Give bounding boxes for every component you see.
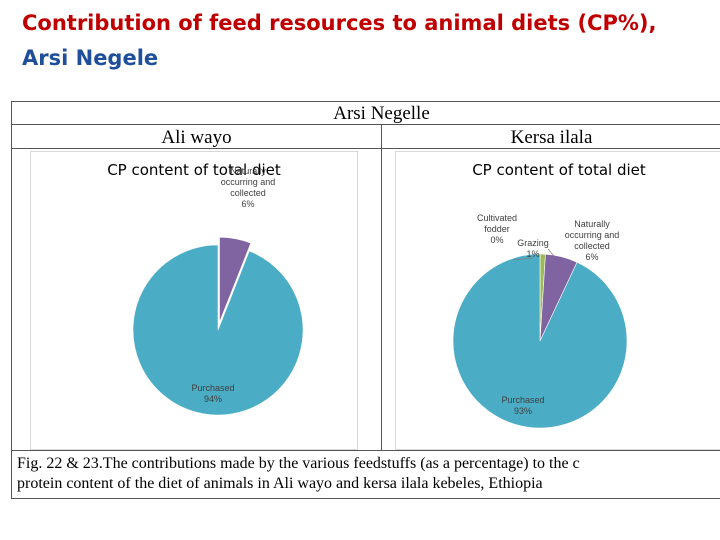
table-column-divider (381, 124, 382, 450)
chart-title: CP content of total diet (107, 161, 281, 179)
figure-caption: Fig. 22 & 23.The contributions made by t… (17, 454, 720, 494)
pie-chart-kersa-ilala: Cultivated fodder 0% Grazing 1% Naturally occu… (452, 213, 628, 429)
data-label-cultivated-fodder: Cultivated fodder 0% (477, 213, 517, 245)
data-label-naturally-occurring-and-collected: Naturally occurring and collected 6% (221, 166, 276, 209)
chart-kersa-ilala: CP content of total diet Cultivated fodde… (395, 151, 720, 450)
slide-title-line1: Contribution of feed resources to animal… (22, 11, 657, 35)
table-rule-1 (12, 124, 720, 125)
table-rule-4 (12, 498, 720, 499)
slide-title: Contribution of feed resources to animal… (22, 6, 712, 76)
table-header-ali-wayo: Ali wayo (161, 127, 232, 148)
data-label-grazing: Grazing 1% (517, 238, 549, 259)
table-rule-3 (12, 450, 720, 451)
pie-slice-naturally-occurring-and-collected (219, 236, 252, 323)
data-label-purchased: Purchased 93% (501, 395, 544, 416)
figure-table: Arsi Negelle Ali wayo Kersa ilala CP con… (11, 101, 720, 499)
leader-line-1 (547, 248, 555, 257)
chart-title: CP content of total diet (472, 161, 646, 179)
chart-ali-wayo: CP content of total diet Naturally occurr… (30, 151, 358, 450)
pie-slice-purchased (132, 244, 304, 416)
pie-slice-purchased (452, 253, 628, 429)
table-header-kersa-ilala: Kersa ilala (510, 127, 593, 148)
data-label-naturally-occurring-and-collected: Naturally occurring and collected 6% (565, 219, 620, 262)
slide-title-line2: Arsi Negele (22, 46, 159, 70)
leader-line-0 (512, 257, 534, 261)
table-header-site: Arsi Negelle (333, 103, 430, 124)
pie-chart-ali-wayo: Naturally occurring and collected 6% Purchas… (132, 166, 304, 416)
data-label-purchased: Purchased 94% (191, 383, 234, 404)
caption-line1: Fig. 22 & 23.The contributions made by t… (17, 455, 580, 472)
table-rule-2 (12, 148, 720, 149)
caption-line2: protein content of the diet of animals i… (17, 475, 543, 492)
